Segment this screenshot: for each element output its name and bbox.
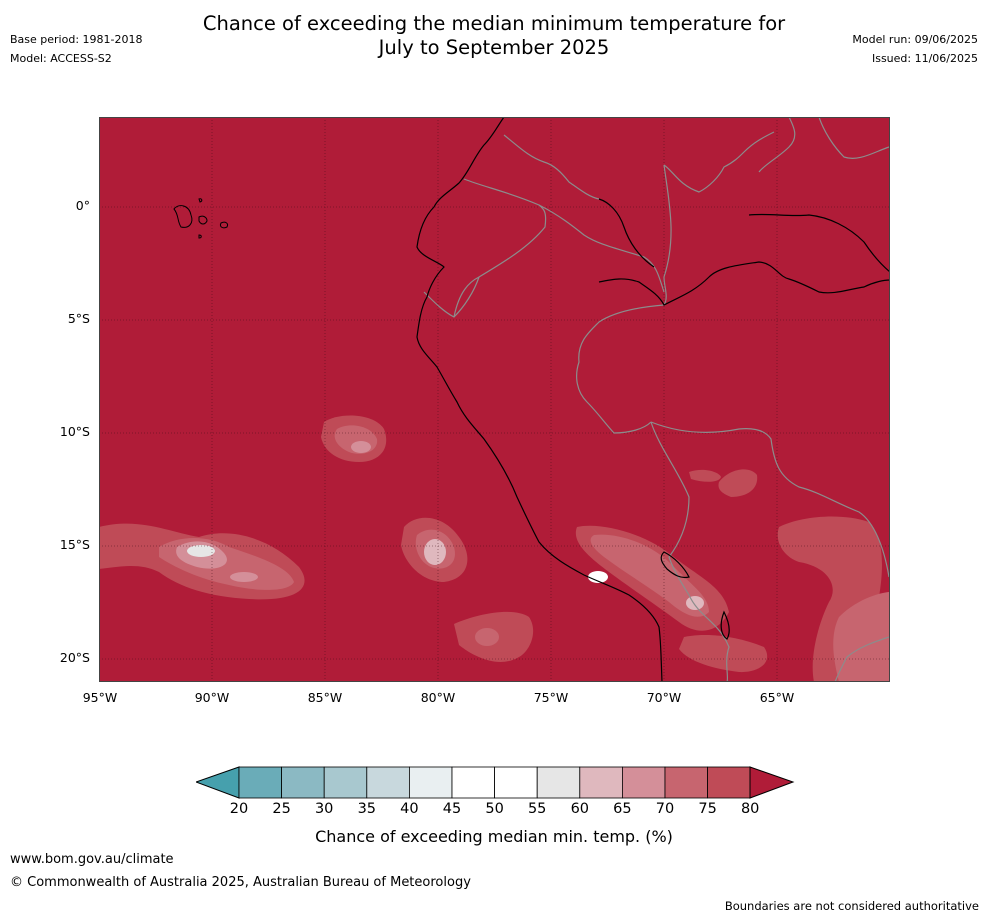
shade-blob-west-peak (187, 545, 215, 557)
colorbar-cell (408, 766, 453, 799)
meta-left: Base period: 1981-2018 Model: ACCESS-S2 (10, 30, 142, 68)
model-run: Model run: 09/06/2025 (852, 33, 978, 46)
graticule (99, 117, 890, 682)
shade-blob-19s-core (475, 628, 499, 646)
colorbar-cell (536, 766, 581, 799)
colorbar-cell (323, 766, 368, 799)
lon-label-95w: 95°W (82, 690, 118, 705)
colorbar-cell (707, 766, 751, 799)
lon-label-80w: 80°W (420, 690, 456, 705)
lon-label-70w: 70°W (646, 690, 682, 705)
colorbar-tick-label: 70 (655, 801, 675, 817)
border-colombia-brazil (663, 164, 672, 306)
border-ecuador-peru (423, 276, 480, 318)
colorbar-cell (238, 766, 282, 799)
colorbar-tick-label: 40 (400, 801, 419, 817)
colorbar-tick-label: 75 (698, 801, 717, 817)
coastline-rio-negro (748, 213, 891, 273)
border-north-colombia (503, 134, 600, 200)
coastline-amazon (598, 261, 891, 306)
island-small-1 (198, 198, 203, 203)
colorbar-above-arrow (749, 766, 795, 799)
base-period: Base period: 1981-2018 (10, 33, 143, 46)
colorbar-tick-label: 20 (229, 801, 249, 817)
map-background (99, 117, 890, 682)
colorbar-cell (281, 766, 325, 799)
colorbar-title: Chance of exceeding median min. temp. (%… (315, 827, 673, 846)
lon-label-65w: 65°W (759, 690, 795, 705)
colorbar-cell (621, 766, 666, 799)
lat-label-20s: 20°S (59, 650, 90, 665)
lat-label-15s: 15°S (59, 537, 90, 552)
shade-spot-coastal (588, 571, 608, 583)
colorbar-cell (664, 766, 708, 799)
title-line-2: July to September 2025 (378, 36, 610, 59)
galapagos-islands (173, 198, 228, 239)
colorbar-cell (579, 766, 623, 799)
border-venezuela-guyana (663, 131, 775, 193)
probability-shading (99, 415, 890, 682)
shade-blob-east-small (689, 469, 721, 482)
coastline-lake-poopo (720, 610, 730, 640)
colorbar-tick-label: 30 (314, 801, 334, 817)
footer-website: www.bom.gov.au/climate (10, 852, 174, 867)
colorbar-tick-label: 80 (740, 801, 760, 817)
lat-label-10s: 10°S (59, 424, 90, 439)
border-peru-brazil (576, 304, 665, 434)
shade-blob-10s-core (351, 441, 371, 453)
footer-disclaimer: Boundaries are not considered authoritat… (724, 899, 979, 913)
border-colombia-venezuela (538, 204, 665, 293)
colorbar-tick-label: 45 (442, 801, 462, 817)
island-isabela (173, 205, 193, 228)
shade-band-altiplano-core (686, 596, 704, 610)
island-small-2 (198, 234, 202, 239)
colorbar-tick-label: 25 (272, 801, 291, 817)
border-chile-argentina (688, 594, 730, 683)
title-line-1: Chance of exceeding the median minimum t… (202, 12, 786, 35)
lon-label-75w: 75°W (533, 690, 569, 705)
map-title: Chance of exceeding the median minimum t… (0, 12, 988, 60)
issued-date: Issued: 11/06/2025 (871, 52, 978, 65)
border-colombia-ecuador (453, 178, 547, 318)
colorbar (196, 766, 795, 799)
coastline-pacific (416, 116, 663, 683)
shade-blob-east-mid (718, 469, 758, 497)
lat-label-5s: 5°S (67, 311, 90, 326)
coastline-caribbean (598, 198, 655, 268)
coastlines (416, 116, 891, 683)
colorbar-cell (451, 766, 495, 799)
lat-label-0: 0° (75, 198, 90, 213)
colorbar-tick-label: 65 (613, 801, 632, 817)
border-bolivia-paraguay (834, 636, 890, 683)
colorbar-below-arrow (196, 766, 240, 799)
colorbar-tick-label: 35 (357, 801, 377, 817)
shade-blob-bolivia (679, 635, 768, 673)
colorbar-cells (238, 766, 751, 799)
colorbar-tick-label: 60 (570, 801, 590, 817)
colorbar-tick-label: 50 (485, 801, 504, 817)
shade-band-east-inner (833, 592, 890, 682)
border-suriname-guiana (818, 116, 890, 159)
shade-blob-15s-core (424, 539, 446, 565)
map-panel (99, 116, 891, 683)
shade-band-altiplano-inner (590, 534, 709, 617)
island-san-cristobal (220, 221, 228, 229)
colorbar-cell (366, 766, 410, 799)
lon-label-85w: 85°W (307, 690, 343, 705)
map-frame (99, 117, 890, 682)
shade-blob-west-peak2 (230, 572, 258, 582)
border-bolivia-brazil (650, 421, 890, 578)
colorbar-tick-label: 55 (527, 801, 547, 817)
colorbar-cell (494, 766, 538, 799)
footer-copyright: © Commonwealth of Australia 2025, Austra… (10, 875, 471, 890)
model-name: Model: ACCESS-S2 (10, 52, 112, 65)
island-santa-cruz (198, 215, 208, 225)
lon-label-90w: 90°W (194, 690, 230, 705)
coastline-lake-titicaca (660, 551, 690, 579)
map-canvas (99, 116, 891, 683)
meta-right: Model run: 09/06/2025 Issued: 11/06/2025 (852, 30, 978, 68)
border-guyana-suriname (758, 116, 796, 173)
